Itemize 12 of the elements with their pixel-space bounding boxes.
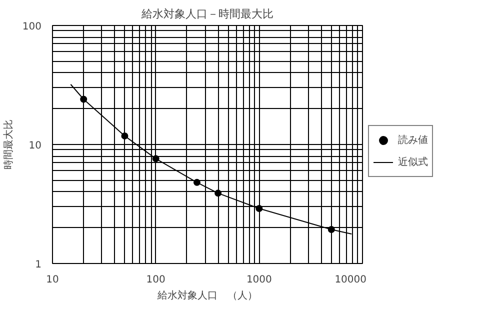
x-tick-label: 1000 — [246, 274, 272, 286]
y-tick-label: 10 — [28, 140, 42, 152]
y-tick-label: 1 — [35, 260, 42, 270]
y-axis-title: 時間最大比 — [2, 120, 14, 170]
x-tick-label: 10000 — [334, 274, 366, 286]
y-tick-label: 100 — [22, 22, 42, 32]
legend-label: 近似式 — [398, 156, 428, 169]
x-tick-label: 100 — [146, 274, 166, 286]
x-axis-title: 給水対象人口 （人） — [156, 290, 258, 302]
legend-label: 読み値 — [398, 134, 428, 147]
chart-title: 給水対象人口－時間最大比 — [140, 8, 274, 20]
x-tick-label: 10 — [46, 274, 59, 286]
